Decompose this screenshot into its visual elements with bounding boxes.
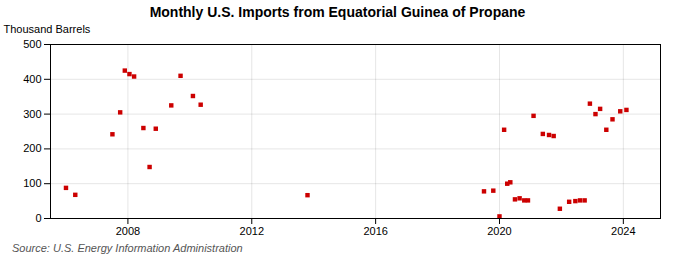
svg-text:0: 0	[35, 212, 41, 224]
html-text:Source: U.S. Energy Informatio: Source: U.S. Energy Information Administ…	[12, 242, 243, 254]
svg-text:300: 300	[23, 108, 41, 120]
svg-text:2016: 2016	[363, 225, 387, 237]
svg-text:400: 400	[23, 73, 41, 85]
svg-text:100: 100	[23, 177, 41, 189]
svg-text:2012: 2012	[240, 225, 264, 237]
svg-text:2008: 2008	[116, 225, 140, 237]
svg-text:2024: 2024	[611, 225, 635, 237]
svg-text:2020: 2020	[487, 225, 511, 237]
svg-text:Thousand Barrels: Thousand Barrels	[4, 23, 91, 35]
svg-text:200: 200	[23, 142, 41, 154]
html-text:Monthly U.S. Imports from Equa: Monthly U.S. Imports from Equatorial Gui…	[149, 4, 526, 20]
svg-text:500: 500	[23, 38, 41, 50]
